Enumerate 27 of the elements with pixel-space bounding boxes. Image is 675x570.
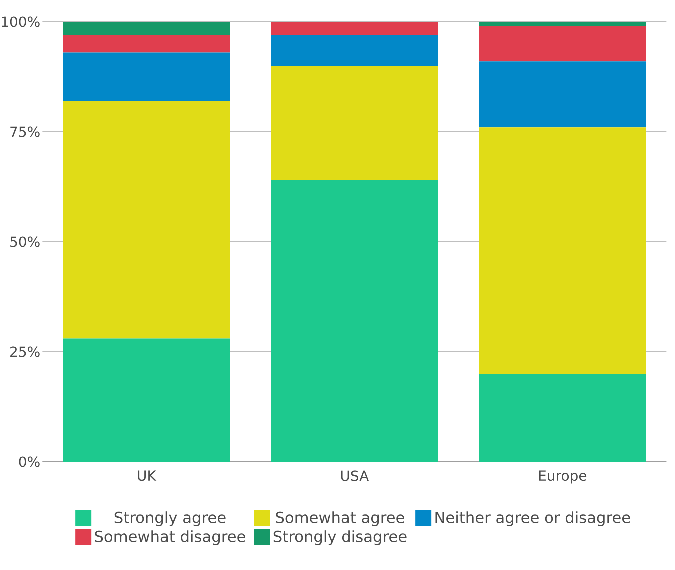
y-tick-label: 0%	[19, 456, 40, 468]
y-tick-label: 25%	[10, 346, 40, 358]
legend-label: Strongly disagree	[274, 530, 407, 546]
bar	[271, 66, 438, 180]
y-tick-label: 100%	[2, 16, 40, 28]
y-tick-label: 75%	[10, 126, 40, 138]
legend-label: Somewhat disagree	[95, 530, 246, 546]
legend-label: Neither agree or disagree	[436, 512, 630, 526]
legend-label: Somewhat agree	[276, 512, 404, 526]
bar	[63, 22, 230, 36]
bar	[63, 101, 230, 339]
bar	[479, 374, 646, 462]
bar	[271, 35, 438, 66]
x-tick-label: USA	[341, 470, 370, 482]
bar	[479, 62, 646, 128]
bar	[63, 35, 230, 53]
x-tick-label: UK	[138, 470, 157, 482]
bar	[63, 52, 230, 102]
y-tick-label: 50%	[10, 236, 40, 248]
bar	[479, 22, 646, 26]
bar	[479, 26, 646, 62]
bar	[271, 180, 438, 462]
bar	[63, 338, 230, 462]
legend-label: Strongly agree	[114, 512, 226, 526]
bar	[479, 128, 646, 374]
bar	[271, 22, 438, 36]
x-tick-label: Europe	[539, 470, 587, 484]
